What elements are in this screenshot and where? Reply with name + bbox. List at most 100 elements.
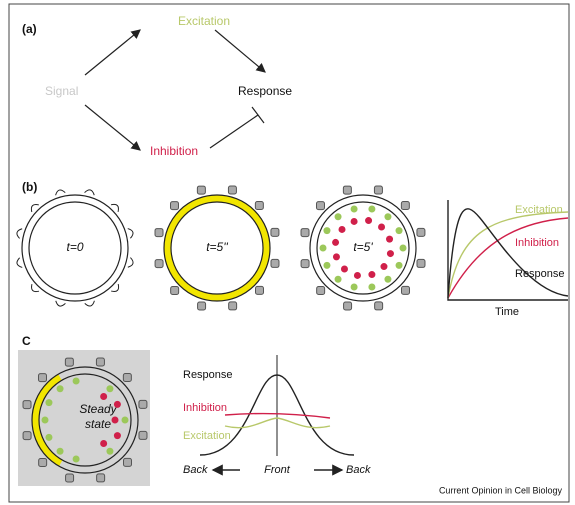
inhibition-marker [114, 432, 121, 439]
inhibition-marker [100, 440, 107, 447]
front-label: Front [264, 464, 291, 476]
panel-label: (b) [22, 180, 37, 194]
receptor [344, 302, 352, 310]
excitation-marker [384, 213, 391, 220]
receptor [171, 287, 179, 295]
receptor [317, 287, 325, 295]
receptor [155, 229, 163, 237]
receptor [96, 358, 104, 366]
receptor [55, 301, 66, 307]
x-axis-label: Time [495, 306, 519, 318]
receptor [256, 286, 264, 294]
panel-label: (a) [22, 22, 37, 36]
stimulus-label: Signal [45, 84, 78, 98]
panel-label: C [22, 334, 31, 348]
excitation-marker [73, 455, 80, 462]
receptor [23, 432, 31, 440]
receptor [23, 401, 31, 409]
excitation-marker [42, 417, 49, 424]
receptor [228, 186, 236, 194]
time-label: t=5'' [206, 240, 228, 254]
receptor [65, 358, 73, 366]
excitation-marker [45, 399, 52, 406]
receptor [85, 189, 96, 195]
figure: (a) Excitation Signal Response Inhibitio… [0, 0, 575, 505]
inhibition-label: Inhibition [150, 144, 198, 158]
excitation-label: Excitation [178, 14, 230, 28]
receptor [128, 258, 134, 269]
receptor [402, 286, 410, 294]
receptor [124, 458, 132, 466]
inhibition-marker [112, 417, 119, 424]
receptor [271, 228, 279, 236]
receptor [128, 228, 134, 239]
excitation-marker [396, 227, 403, 234]
back-label: Back [346, 464, 371, 476]
receptor [374, 186, 382, 194]
response-label: Response [183, 369, 233, 381]
excitation-marker [122, 417, 129, 424]
excitation-label: Excitation [515, 204, 563, 216]
inhibition-label: Inhibition [183, 402, 227, 414]
receptor [16, 228, 22, 239]
receptor [198, 302, 206, 310]
receptor [139, 431, 147, 439]
cell-label: Steady [79, 402, 117, 416]
receptor [375, 302, 383, 310]
time-label: t=5' [353, 240, 373, 254]
receptor [229, 302, 237, 310]
receptor [271, 259, 279, 267]
back-label: Back [183, 464, 208, 476]
receptor [155, 260, 163, 268]
receptor [55, 189, 66, 195]
excitation-marker [396, 262, 403, 269]
receptor [301, 229, 309, 237]
excitation-marker [45, 434, 52, 441]
inhibition-label: Inhibition [515, 237, 559, 249]
receptor [301, 260, 309, 268]
receptor [38, 374, 46, 382]
receptor [316, 202, 324, 210]
receptor [197, 186, 205, 194]
inhibition-marker [368, 271, 375, 278]
inhibition-marker [339, 226, 346, 233]
receptor [97, 474, 105, 482]
excitation-marker [368, 283, 375, 290]
receptor [343, 186, 351, 194]
inhibition-marker [386, 236, 393, 243]
inhibition-marker [100, 393, 107, 400]
excitation-marker [73, 378, 80, 385]
receptor [417, 259, 425, 267]
excitation-marker [351, 283, 358, 290]
excitation-marker [384, 276, 391, 283]
excitation-marker [323, 227, 330, 234]
footer: Current Opinion in Cell Biology [439, 485, 563, 495]
excitation-label: Excitation [183, 430, 231, 442]
inhibition-marker [341, 265, 348, 272]
inhibition-marker [332, 239, 339, 246]
excitation-marker [320, 245, 327, 252]
excitation-marker [400, 245, 407, 252]
inhibition-marker [333, 253, 340, 260]
excitation-marker [335, 276, 342, 283]
receptor [255, 201, 263, 209]
excitation-marker [57, 385, 64, 392]
inhibition-marker [114, 401, 121, 408]
excitation-marker [351, 206, 358, 213]
excitation-marker [106, 448, 113, 455]
receptor [417, 228, 425, 236]
time-label: t=0 [66, 240, 83, 254]
excitation-marker [323, 262, 330, 269]
receptor [139, 400, 147, 408]
receptor [66, 474, 74, 482]
receptor [39, 459, 47, 467]
response-label: Response [515, 268, 565, 280]
inhibition-marker [380, 263, 387, 270]
inhibition-marker [354, 272, 361, 279]
receptor [401, 201, 409, 209]
receptor [170, 202, 178, 210]
inhibition-marker [387, 250, 394, 257]
excitation-marker [106, 385, 113, 392]
receptor [16, 258, 22, 269]
excitation-marker [368, 206, 375, 213]
